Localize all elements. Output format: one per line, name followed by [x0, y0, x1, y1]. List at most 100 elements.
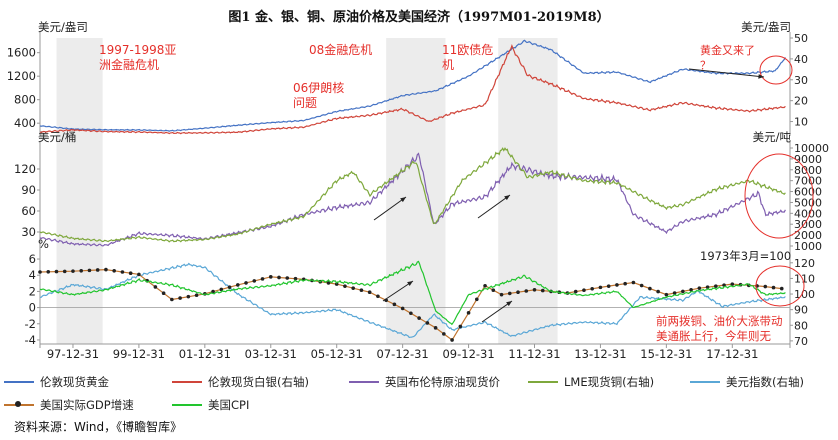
- gdp-point: [359, 288, 364, 292]
- x-tick-label: 13-12-31: [574, 347, 626, 361]
- right-tick-label: 30: [794, 74, 808, 87]
- series-line-silver: [39, 43, 786, 135]
- left-tick-label: 4: [29, 268, 36, 282]
- left-tick-label: 400: [14, 116, 36, 130]
- right-tick-label: 10000: [794, 142, 829, 155]
- left-tick-label: -4: [25, 333, 36, 347]
- arrow-cpi-up-2-head: [506, 301, 512, 307]
- legend-label: 美元指数(右轴): [726, 375, 804, 389]
- arrow-cpi-up-1: [382, 280, 414, 302]
- gdp-point: [516, 290, 520, 295]
- source-note: 资料来源：Wind，《博瞻智库》: [14, 420, 183, 434]
- gdp-point: [409, 311, 413, 316]
- annotation-asian-crisis: 1997-1998亚: [99, 43, 176, 57]
- gdp-point: [779, 286, 784, 291]
- gdp-point: [656, 289, 660, 294]
- right-tick-label: 20: [794, 95, 808, 108]
- gdp-point: [400, 306, 405, 311]
- right-axis-label: 美元/盎司: [741, 20, 791, 34]
- gdp-point: [54, 269, 59, 274]
- legend-item: 美国CPI: [172, 397, 249, 413]
- annotation-base-note: 1973年3月=100: [700, 249, 791, 263]
- gdp-point: [285, 276, 290, 280]
- legend-item: 英国布伦特原油现货价: [349, 374, 500, 390]
- right-tick-label: 40: [794, 53, 808, 66]
- annotation-copper-oil-note: 美通胀上行，今年则无: [656, 329, 771, 343]
- annotation-gold-back: 黄金又来了: [700, 43, 755, 57]
- gdp-point: [71, 269, 75, 273]
- gdp-point: [417, 316, 421, 320]
- left-axis-label: 美元/盎司: [38, 20, 88, 34]
- gdp-point: [367, 290, 372, 295]
- annotation-iran-nuclear: 问题: [293, 96, 317, 110]
- gdp-point: [442, 332, 446, 336]
- series-line-brent: [39, 152, 786, 247]
- gdp-point: [260, 277, 265, 281]
- gdp-point: [730, 282, 735, 286]
- highlight-circle-cpi: [755, 265, 805, 307]
- x-tick-label: 15-12-31: [640, 347, 692, 361]
- arrow-gold-back: [688, 68, 765, 78]
- legend-marker: [15, 401, 21, 407]
- gdp-point: [161, 291, 166, 296]
- gdp-point: [293, 276, 298, 281]
- right-tick-label: 9000: [794, 153, 822, 166]
- left-tick-label: 1600: [7, 46, 36, 60]
- legend-swatch: [690, 381, 720, 383]
- left-axis-label: 美元/桶: [38, 130, 76, 144]
- x-tick-label: 99-12-31: [113, 347, 165, 361]
- left-tick-label: -2: [25, 317, 36, 331]
- gdp-point: [763, 284, 768, 289]
- legend-item: 伦敦现货白银(右轴): [172, 374, 309, 390]
- annotation-iran-nuclear: 06伊朗核: [293, 81, 344, 95]
- right-tick-label: 2000: [794, 229, 822, 242]
- annotation-2008-crisis: 08金融危机: [309, 42, 372, 57]
- legend-label: LME现货铜(右轴): [564, 375, 655, 389]
- gdp-point: [277, 275, 281, 280]
- arrow-gold-back-head: [758, 74, 764, 79]
- gdp-point: [351, 286, 355, 290]
- right-tick-label: 10: [794, 116, 808, 129]
- gdp-point: [648, 286, 652, 291]
- left-axis-label: %: [38, 237, 49, 251]
- legend-swatch: [4, 381, 34, 383]
- crisis-band-2: [386, 38, 446, 344]
- annotation-copper-oil-note: 前两拨铜、油价大涨带动: [656, 314, 783, 328]
- right-tick-label: 100: [794, 288, 815, 301]
- gdp-point: [112, 268, 116, 273]
- gdp-point: [697, 286, 702, 290]
- highlight-circle-copper: [744, 153, 814, 239]
- gdp-point: [623, 281, 627, 286]
- right-tick-label: 90: [794, 304, 808, 317]
- left-tick-label: 2: [29, 284, 36, 298]
- legend-swatch: [4, 401, 34, 407]
- x-tick-label: 03-12-31: [245, 347, 297, 361]
- annotation-euro-crisis: 11欧债危: [442, 43, 493, 57]
- x-tick-label: 07-12-31: [377, 347, 429, 361]
- gdp-point: [425, 321, 430, 325]
- gdp-point: [606, 284, 611, 288]
- right-tick-label: 110: [794, 272, 815, 285]
- annotation-euro-crisis: 机: [442, 58, 454, 72]
- gdp-point: [268, 275, 273, 279]
- legend-item: LME现货铜(右轴): [528, 374, 654, 390]
- gdp-point: [639, 283, 644, 288]
- gdp-point: [475, 297, 479, 302]
- gdp-point: [590, 286, 594, 291]
- gdp-point: [664, 292, 669, 297]
- right-tick-label: 8000: [794, 164, 822, 177]
- gdp-point: [170, 297, 174, 302]
- gdp-point: [672, 291, 677, 295]
- gdp-point: [87, 268, 92, 273]
- x-tick-label: 11-12-31: [508, 347, 560, 361]
- x-tick-label: 01-12-31: [179, 347, 231, 361]
- gdp-point: [714, 284, 718, 288]
- crisis-band-1: [56, 38, 103, 344]
- right-tick-label: 120: [794, 257, 815, 270]
- gdp-point: [483, 283, 487, 288]
- right-tick-label: 50: [794, 32, 808, 45]
- arrow-cpi-up-1-head: [407, 281, 413, 287]
- gdp-point: [466, 311, 471, 315]
- gdp-point: [582, 288, 586, 292]
